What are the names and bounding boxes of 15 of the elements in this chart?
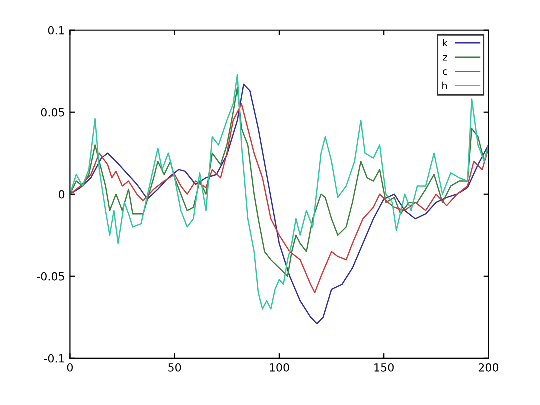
legend-label: z	[443, 55, 448, 61]
y-tick-label: 0.05	[41, 108, 64, 117]
x-tick-label: 0	[67, 363, 73, 372]
legend-label: h	[442, 82, 448, 90]
legend-label: k	[443, 39, 448, 47]
legend-label: c	[443, 70, 448, 76]
x-tick-label: 50	[168, 363, 182, 372]
x-tick-label: 200	[478, 363, 499, 372]
y-tick-label: 0	[59, 190, 65, 199]
line-series	[70, 104, 489, 294]
y-tick-label: -0.05	[37, 272, 64, 281]
x-tick-label: 150	[374, 363, 394, 372]
x-tick-label: 100	[270, 363, 290, 372]
y-tick-label: -0.1	[44, 354, 64, 363]
y-tick-label: 0.1	[48, 26, 64, 35]
